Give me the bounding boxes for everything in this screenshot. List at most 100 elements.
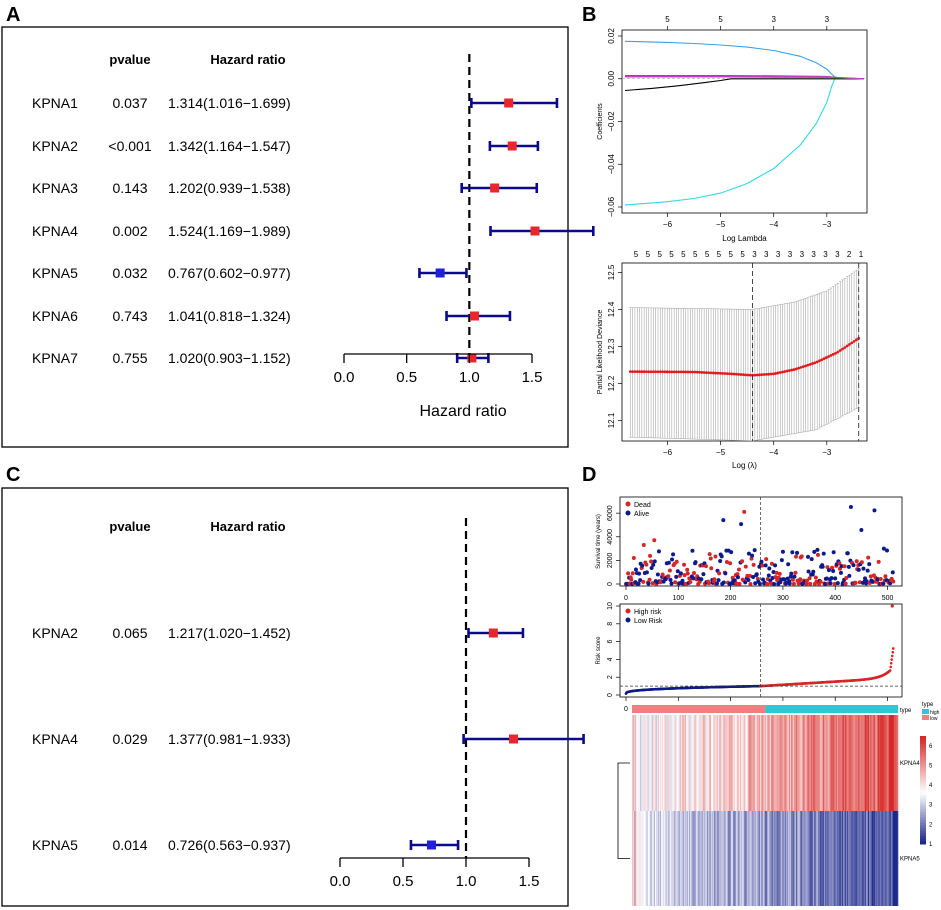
heatmap-cell-kpna5 bbox=[652, 811, 655, 906]
survival-point bbox=[774, 570, 779, 575]
heatmap-cell-kpna4 bbox=[813, 715, 816, 811]
survival-point bbox=[713, 554, 718, 559]
survival-point bbox=[691, 576, 696, 581]
heatmap-cell-kpna5 bbox=[768, 811, 770, 906]
survival-point bbox=[750, 553, 755, 558]
panel-a-forest-plot: pvalue Hazard ratio KPNA1 0.037 1.314(1.016−… bbox=[32, 52, 595, 420]
heatmap-cell-kpna5 bbox=[839, 811, 842, 906]
heatmap-cell-kpna4 bbox=[748, 715, 750, 811]
heatmap-cell-kpna5 bbox=[858, 811, 860, 906]
heatmap-cell-kpna4 bbox=[660, 715, 662, 811]
coefficient-path-kpna5 bbox=[624, 78, 864, 206]
heatmap-cell-kpna4 bbox=[839, 715, 842, 811]
y-tick-label: 0 bbox=[607, 582, 614, 586]
heatmap-cell-kpna5 bbox=[801, 811, 803, 906]
y-axis-title: Risk score bbox=[596, 636, 602, 665]
survival-point bbox=[675, 569, 680, 574]
survival-point bbox=[786, 562, 791, 567]
panel-d-risk-score: 01002003004005000246810Patients (increas… bbox=[596, 602, 903, 723]
plot-frame bbox=[621, 29, 868, 214]
x-tick-label: 1.0 bbox=[459, 369, 480, 386]
heatmap-cell-kpna5 bbox=[812, 811, 815, 906]
heatmap-cell-kpna5 bbox=[815, 811, 818, 906]
heatmap-cell-kpna5 bbox=[736, 811, 739, 906]
heatmap-cell-kpna5 bbox=[865, 811, 868, 906]
heatmap-cell-kpna4 bbox=[716, 715, 718, 811]
heatmap-cell-kpna4 bbox=[745, 715, 747, 811]
heatmap-cell-kpna5 bbox=[731, 811, 734, 906]
top-tick-label: 5 bbox=[718, 15, 723, 24]
heatmap-cell-kpna5 bbox=[895, 811, 898, 906]
heatmap-cell-kpna5 bbox=[797, 811, 799, 906]
heatmap-cell-kpna5 bbox=[664, 811, 666, 906]
heatmap-cell-kpna5 bbox=[805, 811, 807, 906]
top-count-label: 3 bbox=[764, 250, 769, 259]
cv-point bbox=[737, 372, 741, 376]
heatmap-cell-kpna4 bbox=[774, 715, 776, 811]
heatmap-cell-kpna4 bbox=[846, 715, 848, 811]
heatmap-cell-kpna5 bbox=[724, 811, 726, 906]
cv-point bbox=[672, 370, 676, 374]
heatmap-cell-kpna4 bbox=[790, 715, 793, 811]
type-legend-high-label: high bbox=[930, 710, 940, 716]
top-count-label: 5 bbox=[693, 250, 698, 259]
heatmap-cell-kpna5 bbox=[725, 811, 727, 906]
heatmap-cell-kpna4 bbox=[845, 715, 847, 811]
heatmap-cell-kpna5 bbox=[857, 811, 859, 906]
cv-point bbox=[795, 367, 798, 371]
survival-point bbox=[650, 581, 655, 586]
heatmap-cell-kpna5 bbox=[757, 811, 760, 906]
heatmap-cell-kpna4 bbox=[691, 715, 693, 811]
heatmap-cell-kpna4 bbox=[669, 715, 671, 811]
heatmap-cell-kpna4 bbox=[865, 715, 868, 811]
heatmap-cell-kpna4 bbox=[733, 715, 736, 811]
column-header-pvalue: pvalue bbox=[109, 52, 150, 67]
heatmap-cell-kpna4 bbox=[783, 715, 786, 811]
heatmap-cell-kpna4 bbox=[804, 715, 806, 811]
risk-point bbox=[891, 650, 895, 654]
y-tick-label: 12.5 bbox=[607, 264, 616, 280]
heatmap-cell-kpna5 bbox=[687, 811, 689, 906]
survival-point bbox=[828, 581, 833, 586]
heatmap-cell-kpna5 bbox=[769, 811, 771, 906]
hazard-ratio-point bbox=[509, 734, 519, 744]
heatmap-cell-kpna4 bbox=[659, 715, 661, 811]
survival-point bbox=[670, 557, 675, 562]
heatmap-cell-kpna4 bbox=[854, 715, 856, 811]
heatmap-cell-kpna4 bbox=[639, 715, 641, 811]
heatmap-cell-kpna4 bbox=[815, 715, 818, 811]
cv-point bbox=[647, 370, 651, 374]
survival-point bbox=[640, 563, 645, 568]
heatmap-cell-kpna5 bbox=[717, 811, 719, 906]
color-scale-segment bbox=[920, 835, 926, 840]
heatmap-cell-kpna5 bbox=[827, 811, 829, 906]
heatmap-cell-kpna5 bbox=[795, 811, 797, 906]
survival-point bbox=[799, 554, 804, 559]
cv-point bbox=[642, 370, 646, 374]
heatmap-cell-kpna4 bbox=[861, 715, 863, 811]
y-tick-label: 6000 bbox=[607, 505, 614, 521]
heatmap-cell-kpna4 bbox=[825, 715, 827, 811]
heatmap-cell-kpna4 bbox=[884, 715, 886, 811]
survival-point bbox=[772, 581, 777, 586]
survival-point bbox=[804, 578, 809, 583]
heatmap-cell-kpna5 bbox=[804, 811, 806, 906]
y-tick-label: 0.00 bbox=[607, 70, 616, 86]
heatmap-cell-kpna4 bbox=[652, 715, 655, 811]
heatmap-cell-kpna5 bbox=[846, 811, 848, 906]
heatmap-cell-kpna4 bbox=[826, 715, 828, 811]
heatmap-cell-kpna4 bbox=[647, 715, 649, 811]
heatmap-cell-kpna5 bbox=[710, 811, 713, 906]
heatmap-cell-kpna5 bbox=[730, 811, 733, 906]
cv-point bbox=[748, 373, 752, 377]
survival-point bbox=[685, 571, 690, 576]
survival-point bbox=[888, 581, 893, 586]
heatmap-cell-kpna5 bbox=[638, 811, 640, 906]
heatmap-cell-kpna4 bbox=[886, 715, 888, 811]
heatmap-cell-kpna4 bbox=[878, 715, 880, 811]
top-tick-label: 3 bbox=[825, 15, 830, 24]
heatmap-cell-kpna4 bbox=[766, 715, 768, 811]
cv-point bbox=[670, 370, 674, 374]
heatmap-edge bbox=[632, 715, 636, 906]
heatmap-cell-kpna4 bbox=[684, 715, 687, 811]
